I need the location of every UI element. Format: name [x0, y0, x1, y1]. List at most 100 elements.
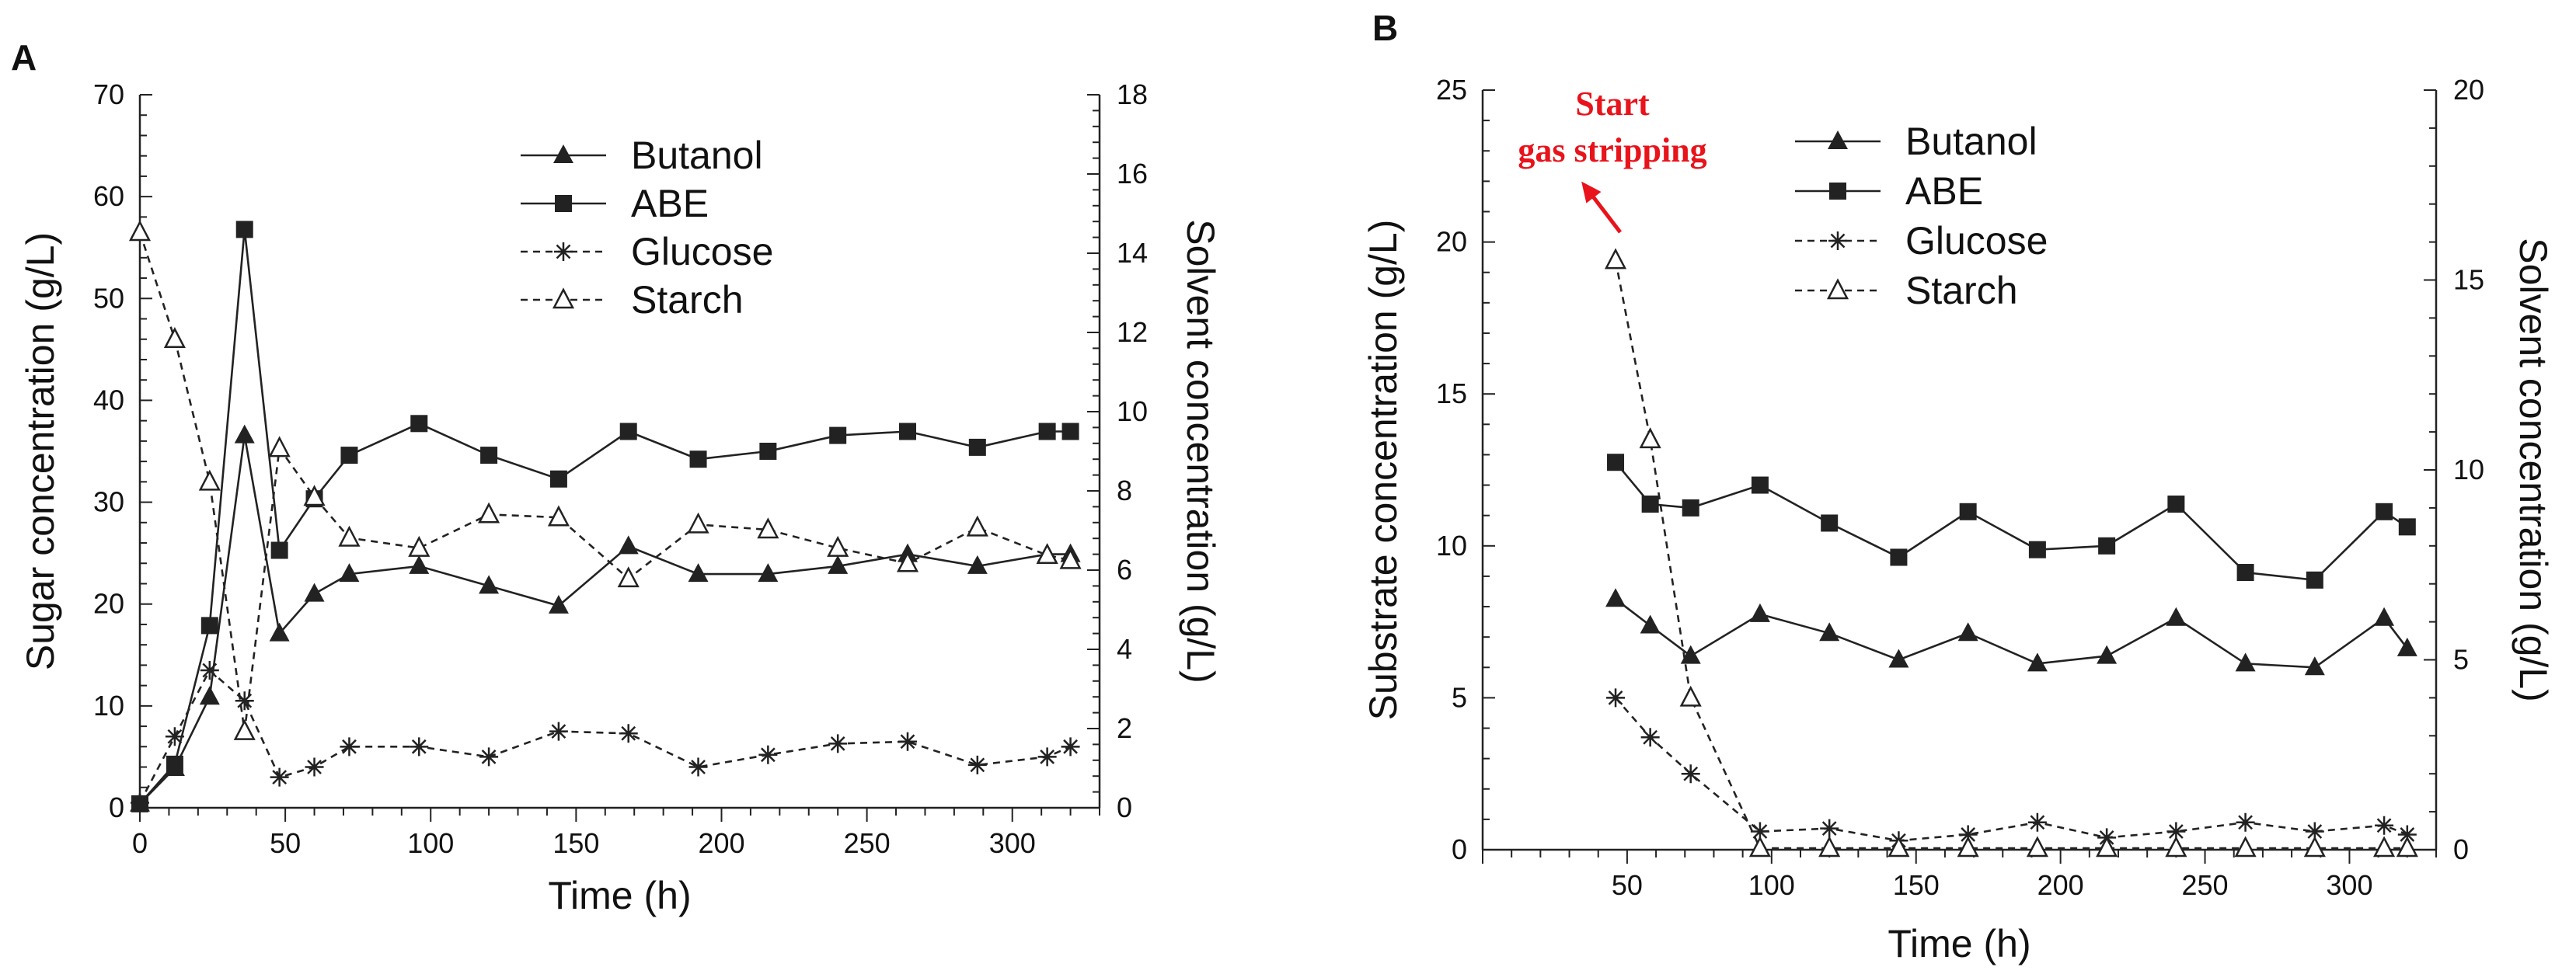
panel-a-left-tick-label: 10 [93, 690, 124, 722]
panel-a-glucose-point [340, 737, 359, 757]
panel-b-x-tick-label: 100 [1748, 869, 1795, 901]
panel-b-left-tick-label: 10 [1436, 530, 1467, 562]
panel-b-butanol-point [2166, 607, 2187, 626]
panel-b-butanol-point [1888, 649, 1909, 668]
panel-a-x-tick-label: 0 [132, 827, 148, 859]
panel-a-abe-point [549, 470, 567, 488]
panel-b-left-tick-label: 5 [1452, 681, 1467, 713]
panel-a-starch-point [687, 512, 709, 534]
panel-a-butanol-point [688, 563, 709, 583]
panel-a-glucose-point [165, 727, 184, 746]
panel-b-starch-line [1614, 259, 2407, 850]
panel-a-glucose-point [1061, 737, 1080, 757]
annotation-line-1: Start [1575, 85, 1650, 123]
panel-b-glucose-point [2027, 812, 2047, 832]
panel-b-left-tick-label: 0 [1452, 833, 1467, 865]
panel-a-butanol-point [409, 555, 430, 574]
panel-a-butanol-point [199, 686, 220, 705]
panel-a-starch-point [408, 535, 430, 557]
legend-starch-label: Starch [631, 278, 744, 322]
panel-a-glucose-point [200, 660, 219, 680]
panel-b-glucose-point [1958, 825, 1978, 844]
panel-b-abe-point [1641, 496, 1659, 513]
panel-a-starch-point [617, 566, 640, 588]
legend-butanol-marker [1828, 130, 1848, 149]
panel-b-glucose-point [2166, 822, 2186, 841]
panel-a-x-tick-label: 150 [552, 827, 599, 859]
panel-b-glucose-point [2375, 816, 2394, 835]
panel-b-glucose-point [2236, 812, 2255, 832]
annotation-line-2: gas stripping [1518, 131, 1706, 169]
panel-a-left-tick-label: 70 [93, 78, 124, 110]
panel-a-starch-point [198, 469, 221, 491]
panel-b-starch-point [2303, 836, 2326, 857]
panel-a-butanol-point [234, 424, 255, 444]
panel-b-abe-line [1615, 461, 2408, 582]
panel-a-glucose-point [305, 757, 324, 777]
legend-glucose-marker [554, 242, 573, 261]
panel-a-right-tick-label: 12 [1117, 316, 1148, 348]
panel-b-x-tick-label: 300 [2326, 869, 2372, 901]
annotation-arrow-head [1581, 181, 1602, 203]
panel-b-x-tick-label: 200 [2037, 869, 2084, 901]
panel-b-glucose-point [1681, 764, 1700, 784]
panel-a-abe-point [899, 423, 916, 440]
panel-b-butanol-point [2396, 637, 2417, 656]
panel-b-annotation: Start gas stripping [1518, 85, 1707, 234]
panel-b-x-tick-label: 150 [1893, 869, 1940, 901]
panel-a-right-axis-title: Solvent concentration (g/L) [1179, 219, 1222, 684]
legend-glucose-marker [1828, 231, 1847, 250]
panel-a-starch-point [966, 515, 988, 537]
panel-a-abe-point [166, 755, 183, 773]
panel-b-x-axis-title: Time (h) [1888, 922, 2030, 965]
panel-a-right-tick-label: 8 [1117, 475, 1132, 506]
panel-a-right-tick-label: 16 [1117, 158, 1148, 190]
legend-starch-marker [1826, 278, 1849, 300]
panel-b-legend: Butanol ABE Glucose Starch [1795, 120, 2048, 312]
panel-b-glucose-point [1750, 822, 1769, 841]
panel-b-abe-point [2398, 518, 2416, 536]
panel-b-butanol-line [1615, 598, 2408, 669]
panel-a-glucose-point [619, 724, 638, 743]
panel-a-starch-point [1036, 543, 1058, 565]
panel-b-butanol-point [1605, 588, 1626, 607]
panel-a-abe-line [139, 229, 1071, 805]
legend-abe-label: ABE [1905, 169, 1983, 213]
panel-a-abe-point [1038, 423, 1056, 440]
legend-butanol-marker [553, 144, 573, 163]
panel-a-left-axis-title: Sugar concentration (g/L) [19, 232, 62, 670]
panel-a-abe-point [340, 447, 358, 464]
panel-a-abe-point [1061, 423, 1079, 440]
panel-a-abe-point [968, 438, 986, 456]
panel-a-left-tick-label: 40 [93, 384, 124, 416]
panel-b-glucose-line [1615, 697, 2408, 842]
panel-b-glucose-point [2397, 825, 2417, 844]
panel-a-abe-point [200, 617, 218, 635]
legend-butanol-label: Butanol [631, 134, 763, 177]
panel-a-starch-point [268, 436, 291, 457]
panel-b-starch-point [1818, 836, 1841, 857]
panel-a-left-tick-label: 50 [93, 282, 124, 314]
panel-a-glucose-point [828, 734, 848, 753]
panel-b-glucose-point [2305, 822, 2324, 841]
panel-b-starch-point [1957, 836, 1979, 857]
panel-a-glucose-point [758, 745, 778, 764]
legend-abe-label: ABE [631, 182, 709, 225]
panel-b-abe-point [2098, 537, 2116, 555]
panel-b-abe-point [1682, 499, 1699, 517]
panel-b-glucose-point [1640, 728, 1660, 747]
panel-a-starch-point [338, 525, 361, 547]
panel-a-x-tick-label: 200 [698, 827, 744, 859]
legend-abe-marker [1829, 183, 1846, 200]
panel-b-butanol-point [1680, 645, 1701, 664]
panel-b-abe-point [2306, 571, 2323, 589]
panel-a-butanol-line [139, 435, 1071, 805]
panel-a-abe-point [689, 450, 707, 468]
panel-a-starch-point [128, 220, 152, 242]
legend-butanol-label: Butanol [1905, 120, 2037, 163]
panel-b-glucose-point [1820, 819, 1839, 838]
panel-b-abe-point [1751, 476, 1769, 494]
panel-b-abe-point [1607, 454, 1625, 471]
panel-b-left-tick-label: 25 [1436, 74, 1467, 106]
